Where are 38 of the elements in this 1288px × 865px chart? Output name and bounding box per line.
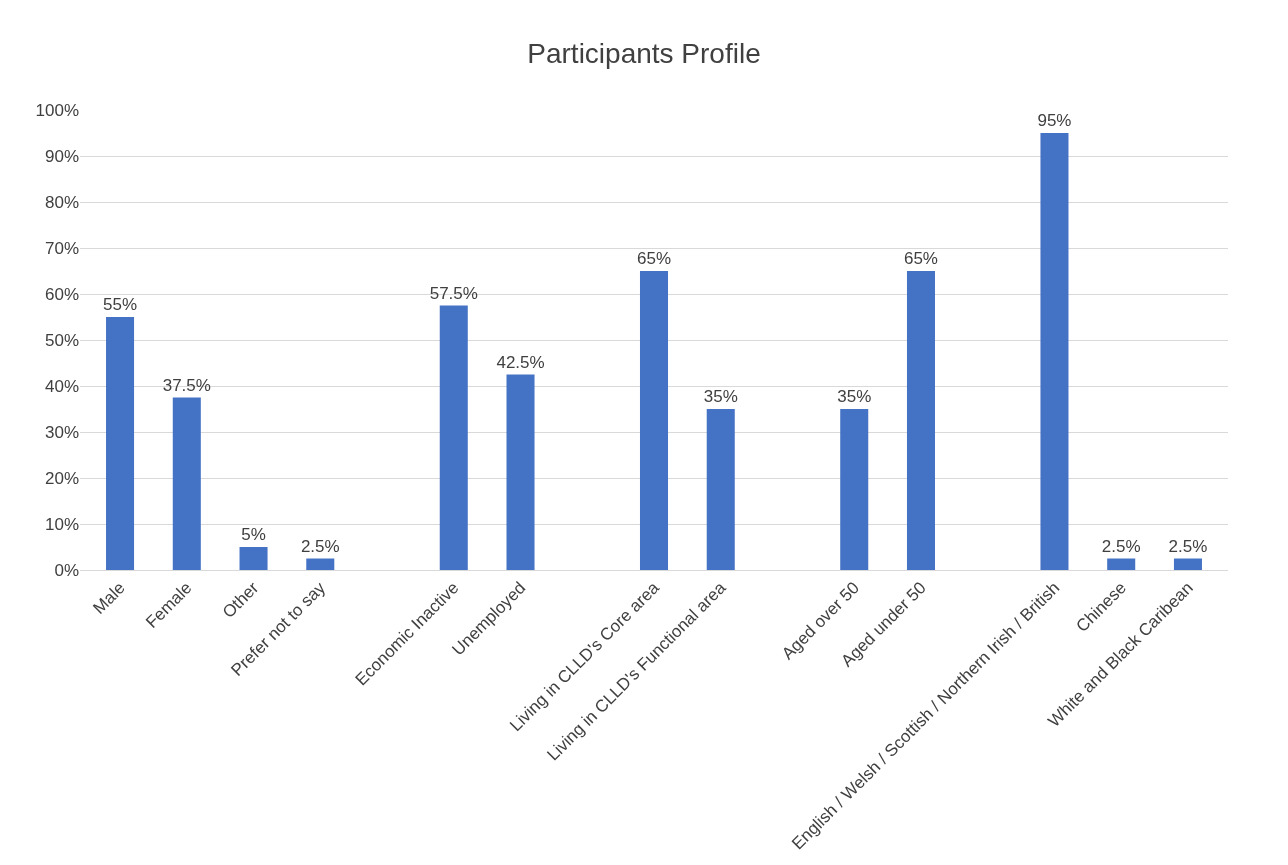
- bar: [306, 558, 335, 570]
- y-tick-label: 10%: [44, 514, 79, 534]
- y-tick-label: 70%: [44, 238, 79, 258]
- y-tick-label: 60%: [44, 284, 79, 304]
- data-label: 2.5%: [1168, 536, 1208, 556]
- bar: [239, 547, 268, 570]
- bar: [439, 305, 468, 570]
- bar: [840, 409, 869, 570]
- y-tick-label: 40%: [44, 376, 79, 396]
- data-label: 2.5%: [300, 536, 340, 556]
- y-tick-label: 20%: [44, 468, 79, 488]
- data-label: 2.5%: [1101, 536, 1141, 556]
- data-label: 55%: [103, 295, 138, 314]
- data-label: 65%: [636, 249, 672, 268]
- y-tick-label: 90%: [44, 146, 79, 166]
- bar: [639, 271, 669, 570]
- y-tick-label: 0%: [54, 560, 79, 580]
- data-label: 35%: [703, 387, 738, 406]
- bar: [172, 397, 201, 570]
- data-label: 57.5%: [429, 283, 478, 303]
- chart-title: Participants Profile: [527, 37, 761, 69]
- y-tick-label: 100%: [35, 100, 79, 120]
- bar: [906, 271, 935, 570]
- bar: [1040, 133, 1069, 570]
- bar: [506, 374, 535, 570]
- data-label: 95%: [1037, 111, 1072, 130]
- data-label: 65%: [903, 249, 938, 268]
- bar: [1173, 558, 1202, 570]
- bar: [106, 317, 135, 570]
- bar: [1107, 558, 1136, 570]
- bar: [706, 409, 735, 570]
- y-tick-label: 30%: [44, 422, 79, 442]
- data-label: 5%: [241, 525, 266, 544]
- y-tick-label: 80%: [44, 192, 79, 212]
- data-label: 35%: [837, 387, 872, 406]
- y-tick-label: 50%: [44, 330, 79, 350]
- data-label: 37.5%: [162, 375, 211, 395]
- data-label: 42.5%: [496, 352, 545, 372]
